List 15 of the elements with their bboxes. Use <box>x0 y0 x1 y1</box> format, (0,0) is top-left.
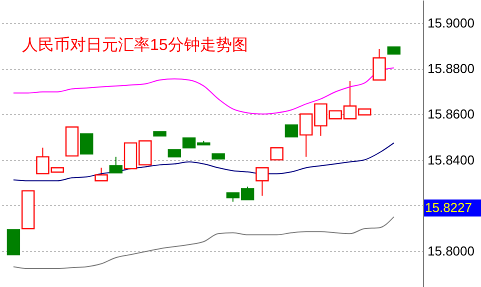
text: 人民币对日元汇率15分钟走势图 <box>22 36 248 54</box>
candlestick <box>94 167 108 182</box>
line-series <box>12 142 394 182</box>
y-tick-label: 15.9000 <box>428 16 474 31</box>
candlestick <box>270 147 284 160</box>
candlestick <box>372 48 386 81</box>
text: 15.8227 <box>425 200 472 215</box>
candlestick <box>109 156 122 174</box>
y-tick-label: 15.8000 <box>428 243 474 258</box>
y-tick-label: 15.8800 <box>428 61 474 76</box>
candlestick <box>284 124 298 138</box>
y-tick-label: 15.8600 <box>428 106 474 122</box>
candlestick <box>256 167 269 196</box>
y-tick-label: 15.8400 <box>428 152 474 168</box>
candlestick <box>80 133 94 154</box>
